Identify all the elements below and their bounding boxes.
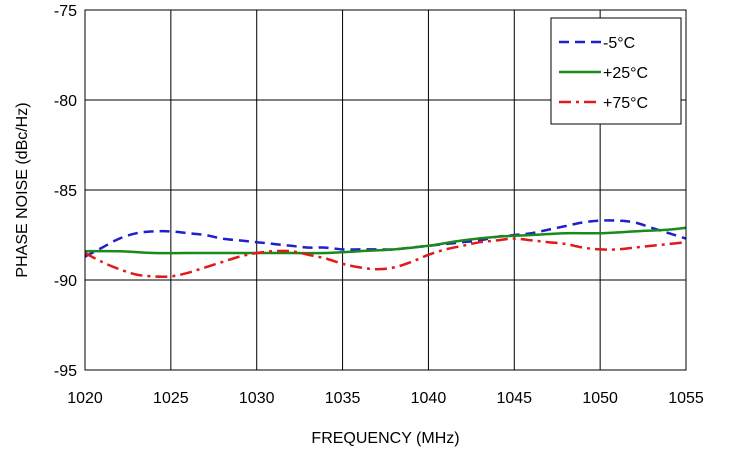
y-tick-labels: -75 -80 -85 -90 -95	[54, 3, 77, 380]
y-tick-label: -80	[54, 93, 77, 110]
x-tick-label: 1020	[67, 390, 103, 407]
x-tick-label: 1050	[582, 390, 618, 407]
y-tick-label: -85	[54, 183, 77, 200]
x-tick-label: 1030	[239, 390, 275, 407]
legend: -5°C +25°C +75°C	[550, 17, 682, 125]
legend-box	[550, 17, 682, 125]
x-tick-label: 1040	[411, 390, 447, 407]
y-tick-label: -75	[54, 3, 77, 20]
legend-label: +75°C	[603, 95, 648, 112]
y-tick-label: -90	[54, 273, 77, 290]
x-tick-label: 1035	[325, 390, 361, 407]
x-tick-label: 1055	[668, 390, 704, 407]
x-tick-label: 1025	[153, 390, 189, 407]
legend-label: -5°C	[603, 35, 635, 52]
y-axis-label: PHASE NOISE (dBc/Hz)	[14, 102, 31, 277]
series-line	[84, 237, 687, 278]
series-line	[84, 226, 687, 255]
plot-frame	[84, 9, 687, 371]
legend-label: +25°C	[603, 65, 648, 82]
x-tick-label: 1045	[496, 390, 532, 407]
x-axis-label: FREQUENCY (MHz)	[311, 430, 459, 447]
series-lines	[84, 219, 687, 278]
x-tick-labels: 1020 1025 1030 1035 1040 1045 1050 1055	[67, 390, 704, 407]
y-tick-label: -95	[54, 363, 77, 380]
